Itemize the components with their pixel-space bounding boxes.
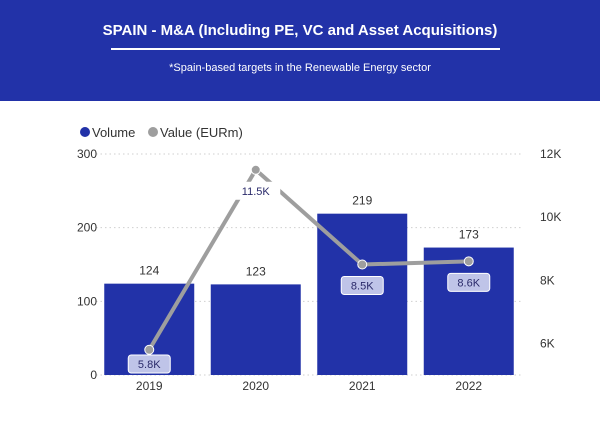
legend-volume-marker — [80, 127, 90, 137]
value-point — [250, 164, 261, 175]
value-point — [357, 259, 368, 270]
value-label-pill — [447, 272, 491, 292]
x-tick-label: 2020 — [242, 379, 269, 393]
chart-area: Volume Value (EURm) 0 100 200 300 6K 8K 10K 12… — [77, 125, 561, 393]
volume-bar — [210, 284, 301, 375]
value-line-path — [147, 167, 469, 351]
value-label-pill — [231, 181, 281, 200]
value-label: 8.6K — [447, 272, 491, 292]
value-label-text: 11.5K — [242, 186, 271, 198]
value-label-text: 5.8K — [138, 359, 161, 371]
value-line — [144, 164, 474, 355]
left-tick-label: 300 — [77, 147, 97, 161]
value-label-pill — [127, 354, 171, 374]
left-axis-ticks: 0 100 200 300 — [77, 147, 97, 382]
volume-bar-label: 124 — [139, 264, 159, 278]
right-axis-ticks: 6K 8K 10K 12K — [540, 147, 561, 350]
x-tick-label: 2022 — [455, 379, 482, 393]
value-label: 8.5K — [340, 276, 384, 295]
value-label: 11.5K — [231, 181, 281, 200]
legend: Volume Value (EURm) — [80, 125, 243, 140]
x-axis-ticks: 2019 2020 2021 2022 — [136, 379, 483, 393]
left-tick-label: 0 — [90, 368, 97, 382]
x-tick-label: 2021 — [349, 379, 376, 393]
value-label-text: 8.6K — [457, 277, 480, 289]
value-point — [144, 344, 155, 355]
value-label-pill — [340, 276, 384, 295]
volume-bar-label: 219 — [352, 194, 372, 208]
value-point — [463, 256, 474, 267]
x-tick-label: 2019 — [136, 379, 163, 393]
volume-bar-label: 173 — [459, 228, 479, 242]
volume-bars — [104, 213, 514, 375]
left-tick-label: 100 — [77, 294, 97, 308]
value-labels: 5.8K 11.5K 8.5K 8.6K — [127, 181, 491, 374]
legend-value-label: Value (EURm) — [160, 125, 243, 140]
gridlines — [96, 153, 522, 376]
title-divider — [111, 48, 500, 50]
value-label-text: 8.5K — [351, 281, 374, 293]
volume-bar-labels: 124 123 219 173 — [139, 194, 479, 279]
legend-value-marker — [148, 127, 158, 137]
right-tick-label: 6K — [540, 336, 555, 350]
chart-title: SPAIN - M&A (Including PE, VC and Asset … — [102, 22, 498, 39]
left-tick-label: 200 — [77, 221, 97, 235]
value-label: 5.8K — [127, 354, 171, 374]
right-tick-label: 10K — [540, 210, 561, 224]
right-tick-label: 12K — [540, 147, 561, 161]
right-tick-label: 8K — [540, 273, 555, 287]
volume-bar-label: 123 — [246, 264, 266, 278]
legend-volume-label: Volume — [92, 125, 135, 140]
header-banner: SPAIN - M&A (Including PE, VC and Asset … — [0, 0, 600, 101]
volume-bar — [423, 247, 514, 375]
chart-subtitle: *Spain-based targets in the Renewable En… — [169, 62, 431, 74]
